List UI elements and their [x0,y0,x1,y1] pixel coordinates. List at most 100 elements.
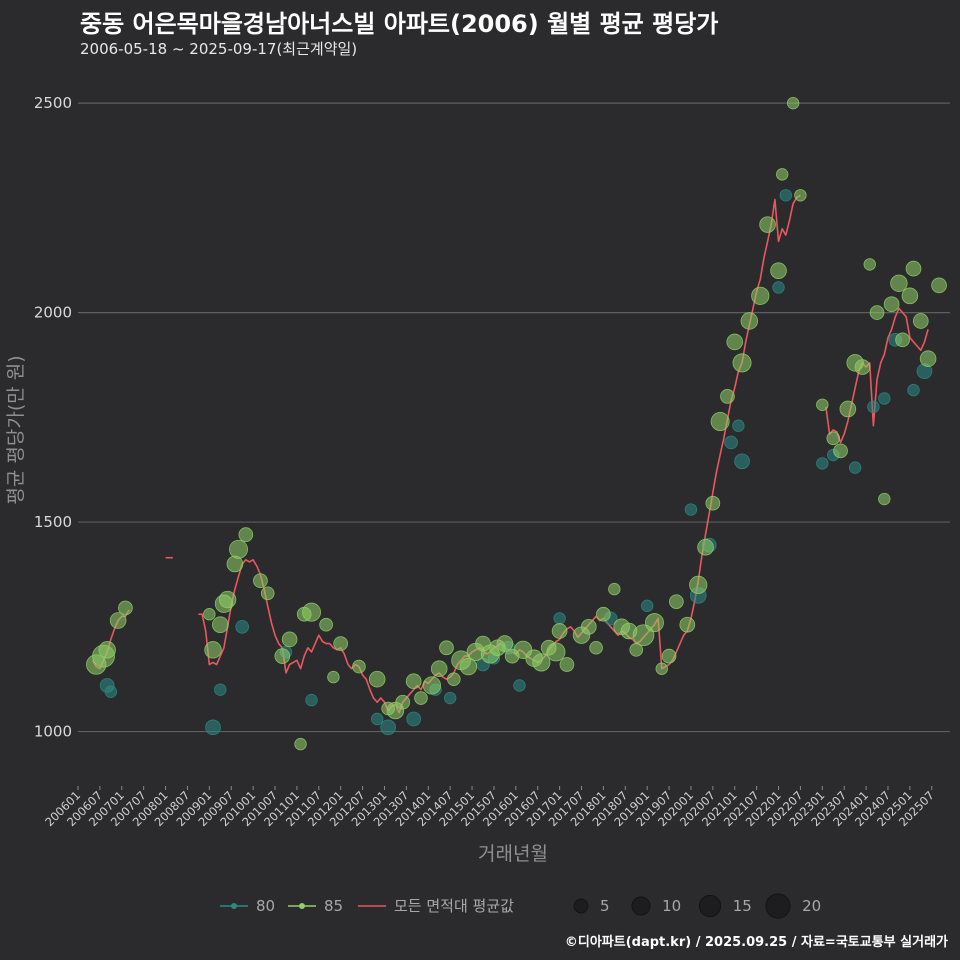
data-point-85 [710,412,730,431]
data-point-85 [901,287,919,305]
data-point-85 [532,653,551,672]
data-point-85 [302,602,321,622]
data-point-85 [890,274,908,292]
data-point-80 [779,189,792,202]
legend-size-circle [698,894,722,918]
data-point-85 [679,616,696,633]
data-point-85 [655,662,668,675]
data-point-85 [775,168,789,181]
data-point-80 [205,719,221,736]
data-point-85 [770,262,787,279]
data-point-85 [833,443,848,459]
data-point-85 [740,312,759,330]
data-point-85 [352,659,366,674]
data-point-85 [705,495,721,511]
data-point-85 [229,539,249,559]
data-point-80 [513,679,526,692]
data-point-85 [644,613,664,633]
data-point-85 [931,277,947,294]
legend-size-label: 5 [600,897,610,915]
data-point-85 [596,606,611,622]
x-axis-title: 거래년월 [478,843,548,865]
data-point-85 [732,353,752,373]
data-point-85 [794,189,807,202]
data-point-80 [848,461,862,474]
data-point-80 [732,419,745,432]
data-point-80 [104,685,118,698]
data-point-85 [204,641,222,659]
average-line-segment [825,307,929,444]
data-point-80 [406,711,422,727]
data-point-85 [826,431,841,446]
data-point-85 [459,657,478,676]
data-point-80 [640,599,654,613]
data-point-85 [839,400,857,418]
data-point-80 [235,620,249,634]
legend-label: 80 [256,897,275,915]
data-point-80 [724,435,738,450]
average-line [91,194,929,714]
data-point-80 [553,612,566,625]
data-point-85 [422,676,442,695]
y-tick-label: 1500 [34,513,72,531]
data-point-80 [867,400,880,414]
data-point-85 [238,527,254,542]
data-point-85 [98,641,116,659]
data-point-85 [895,332,910,348]
data-point-85 [629,643,644,657]
data-point-85 [816,398,829,411]
data-point-85 [912,313,929,329]
data-point-85 [274,648,291,664]
data-point-85 [333,636,349,651]
y-axis-title: 평균 평당가(만 원) [5,355,27,504]
data-point-85 [109,612,127,629]
data-point-85 [854,359,871,375]
data-point-85 [319,617,333,632]
data-point-85 [430,660,448,677]
data-point-80 [734,453,750,470]
data-point-85 [697,538,714,556]
data-point-85 [294,737,307,751]
legend: 80 85 모든 면적대 평균값 5 10 15 20 [220,893,821,919]
data-point-85 [414,691,428,705]
data-point-85 [919,350,937,367]
data-point-80 [380,719,396,736]
data-point-85 [118,600,133,616]
data-point-85 [218,590,237,609]
data-point-85 [589,640,603,655]
grid [78,102,950,733]
data-point-80 [772,281,785,294]
data-point-85 [496,635,514,652]
data-point-85 [580,618,597,635]
legend-size-label: 10 [662,897,681,915]
legend-size-label: 20 [802,897,821,915]
data-point-85 [751,286,770,305]
chart-subtitle: 2006-05-18 ~ 2025-09-17(최근계약일) [80,40,358,58]
data-point-80 [305,693,318,707]
data-point-80 [907,383,920,397]
data-point-85 [439,640,454,656]
data-point-85 [786,96,800,110]
legend-label: 85 [324,897,343,915]
data-point-85 [395,694,411,710]
data-point-80 [443,691,457,705]
y-tick-label: 2000 [34,304,72,322]
data-point-85 [661,648,677,664]
data-point-85 [878,492,891,506]
data-point-85 [759,216,776,233]
data-point-85 [212,616,229,633]
x-axis: 2006012006072007012007072008012008072009… [42,786,937,829]
data-point-85 [253,573,268,589]
data-point-85 [368,670,386,688]
data-point-85 [905,260,922,277]
legend-size-circle [765,893,791,919]
data-point-85 [446,672,461,686]
chart-title: 중동 어은목마을경남아너스빌 아파트(2006) 월별 평균 평당가 [80,10,719,38]
data-point-85 [726,333,744,351]
data-point-85 [689,575,708,595]
y-tick-label: 2500 [34,94,72,112]
data-point-85 [551,623,568,639]
data-point-85 [720,389,735,404]
data-point-85 [863,258,876,271]
